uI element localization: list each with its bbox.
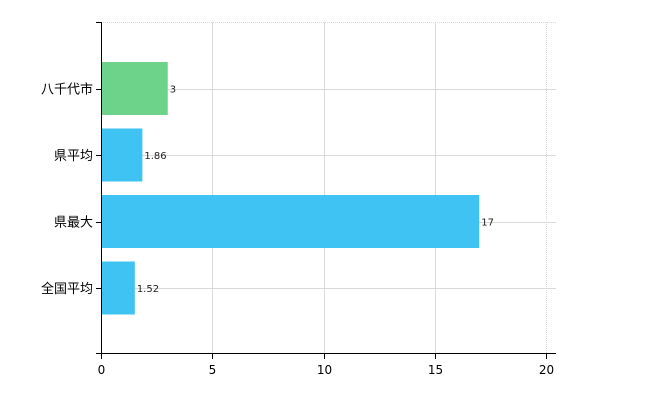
bar-3 — [101, 261, 135, 315]
x-tick-label-3: 15 — [428, 363, 443, 377]
data-label-3: 1.52 — [137, 284, 159, 295]
bar-0 — [101, 62, 168, 115]
category-label-0: 八千代市 — [41, 82, 93, 98]
data-label-2: 17 — [481, 218, 494, 229]
x-tick-label-1: 5 — [209, 363, 217, 377]
grid — [101, 22, 556, 353]
axes — [96, 22, 556, 359]
category-label-3: 全国平均 — [41, 281, 93, 297]
x-tick-label-0: 0 — [98, 363, 106, 377]
x-tick-label-4: 20 — [539, 363, 554, 377]
x-tick-label-2: 10 — [317, 363, 332, 377]
data-label-0: 3 — [170, 85, 176, 96]
category-label-2: 県最大 — [54, 216, 93, 231]
category-label-1: 県平均 — [54, 149, 93, 164]
bar-2 — [101, 195, 480, 248]
bars — [101, 62, 480, 315]
data-label-1: 1.86 — [144, 151, 166, 162]
bar-1 — [101, 128, 143, 182]
